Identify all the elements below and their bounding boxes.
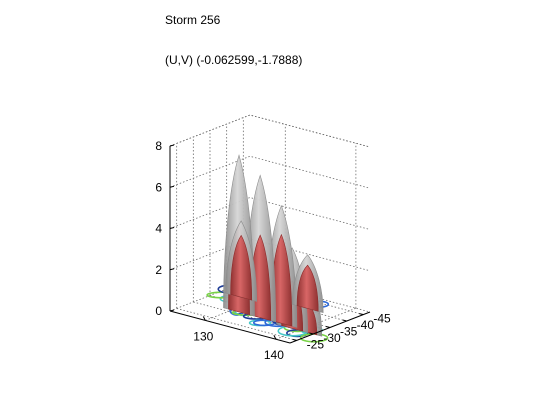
x-tick-mark (202, 316, 206, 321)
axis-lines (169, 144, 371, 344)
grid-line-z (169, 114, 371, 148)
chart-subtitle: (U,V) (-0.062599,-1.7888) (165, 53, 303, 67)
chart-title: Storm 256 (165, 13, 221, 27)
z-tick-mark (169, 144, 175, 147)
y-tick-label: -25 (307, 337, 325, 351)
y-tick-label: -35 (340, 325, 358, 339)
y-tick-mark (325, 326, 331, 328)
y-tick-label: -45 (373, 312, 391, 326)
z-tick-mark (169, 268, 175, 271)
inner-isosurface-peak (230, 234, 253, 301)
y-tick-mark (309, 332, 314, 335)
y-tick-label: -40 (357, 318, 375, 332)
y-tick-mark (359, 313, 364, 316)
z-tick-mark (169, 227, 175, 229)
y-tick-label: -30 (323, 331, 341, 345)
z-tick-label: 2 (155, 263, 162, 277)
z-tick-label: 0 (155, 304, 162, 318)
top-frame (169, 114, 371, 148)
grid-line-z (169, 279, 371, 313)
y-tick-mark (292, 338, 297, 341)
grid-line-z (169, 197, 371, 230)
z-tick-label: 8 (155, 139, 162, 153)
x-tick-label: 130 (193, 329, 213, 343)
grid-line-z (169, 155, 371, 189)
isosurface-layer (223, 154, 324, 337)
z-tick-label: 6 (155, 180, 162, 194)
x-tick-mark (273, 335, 277, 340)
y-tick-mark (342, 319, 347, 322)
axes-grid (169, 114, 371, 341)
inner-isosurface-peak (296, 264, 319, 312)
x-axis-line (169, 310, 291, 344)
tick-labels: 0 2 4 6 8 130 140 -25 -30 -35 -40 -45 (155, 139, 391, 362)
z-tick-mark (169, 185, 175, 188)
z-tick-mark (169, 309, 175, 312)
z-tick-label: 4 (155, 222, 162, 236)
x-tick-label: 140 (264, 348, 284, 362)
grid-line-z (169, 238, 371, 272)
